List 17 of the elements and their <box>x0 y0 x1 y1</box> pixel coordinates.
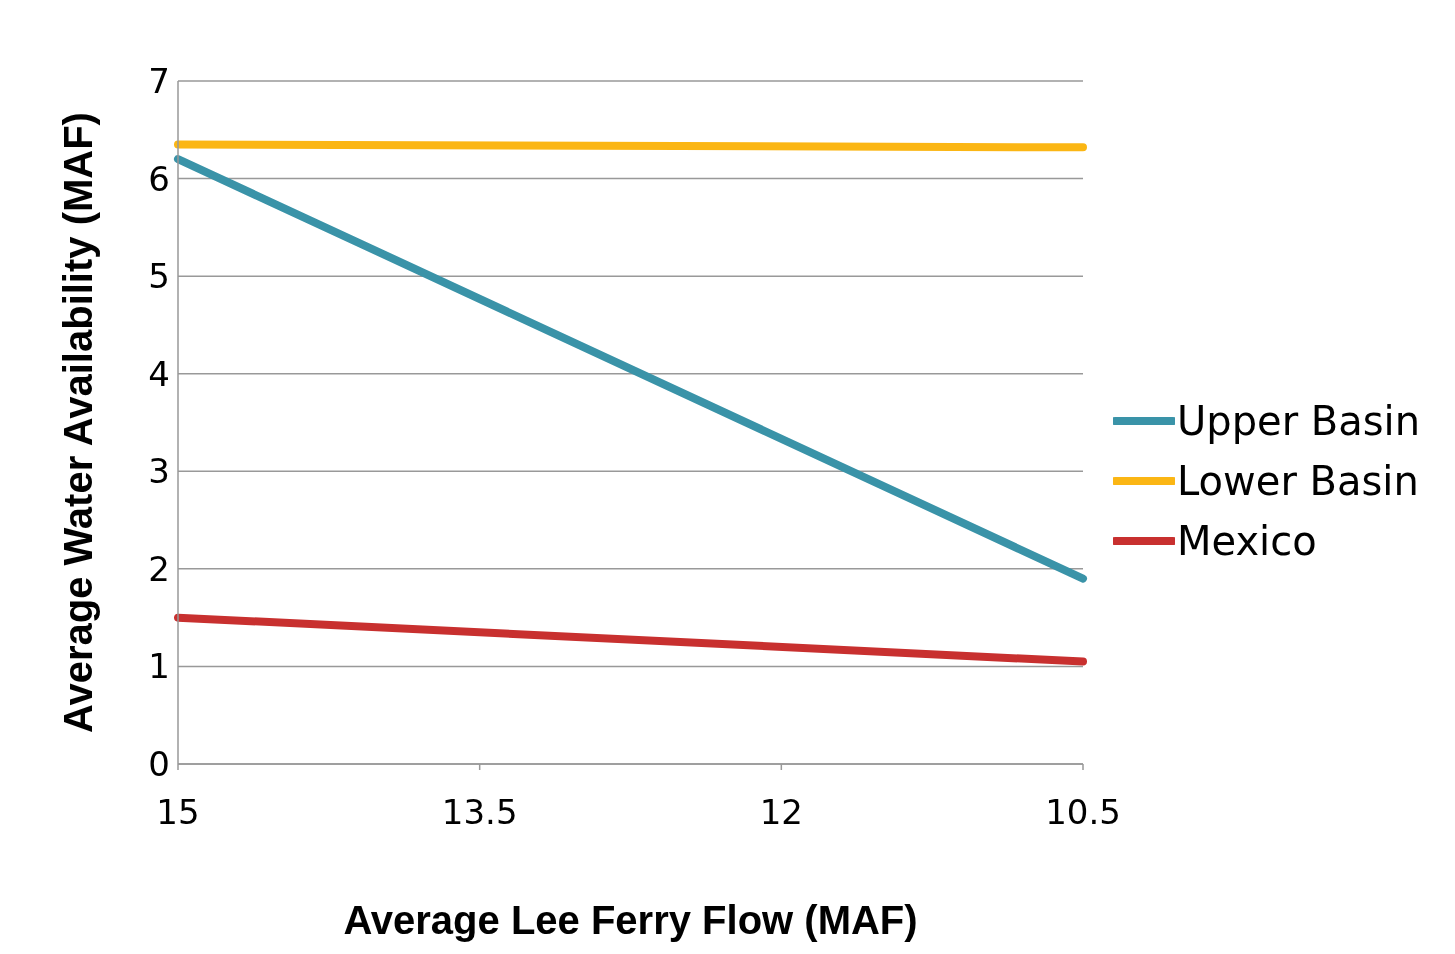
y-tick-label: 0 <box>148 744 170 785</box>
y-tick-label: 1 <box>148 646 170 687</box>
y-tick-label: 7 <box>148 61 170 102</box>
legend-label: Mexico <box>1177 518 1317 564</box>
x-tick-label: 15 <box>156 792 200 833</box>
y-tick-label: 4 <box>148 353 170 394</box>
y-axis-title: Average Water Availability (MAF) <box>56 112 101 733</box>
x-tick-label: 12 <box>759 792 803 833</box>
legend-label: Upper Basin <box>1177 398 1421 444</box>
x-tick-label: 13.5 <box>441 792 518 833</box>
x-axis-title: Average Lee Ferry Flow (MAF) <box>343 898 918 942</box>
y-tick-label: 6 <box>148 158 170 199</box>
y-tick-label: 5 <box>148 256 170 297</box>
legend-label: Lower Basin <box>1177 458 1419 504</box>
y-tick-label: 2 <box>148 548 170 589</box>
x-tick-label: 10.5 <box>1045 792 1121 833</box>
y-tick-label: 3 <box>148 451 170 492</box>
